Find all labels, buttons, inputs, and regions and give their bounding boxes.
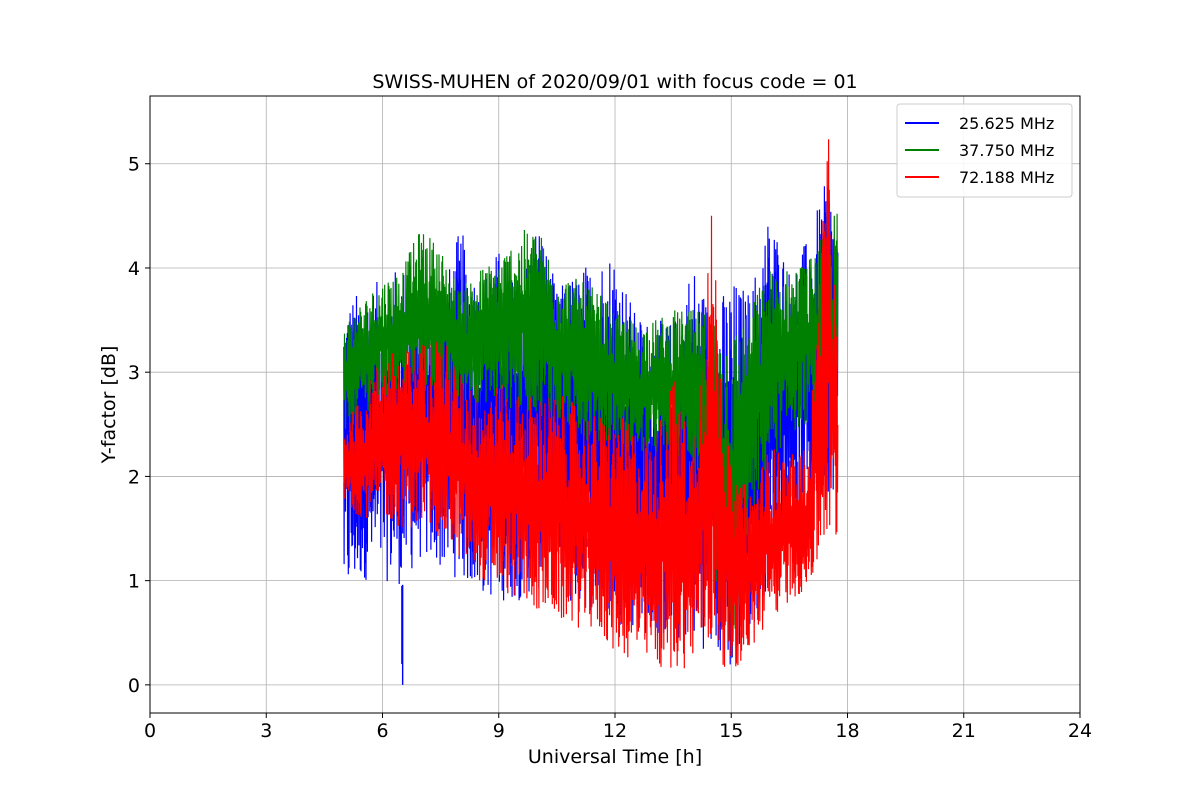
x-tick-label: 24 <box>1068 720 1092 742</box>
y-tick-label: 5 <box>128 154 140 176</box>
legend: 25.625 MHz 37.750 MHz 72.188 MHz <box>896 103 1073 198</box>
series-line <box>343 139 839 669</box>
x-axis-label: Universal Time [h] <box>528 746 702 768</box>
series-72-188-mhz <box>343 139 839 669</box>
y-tick-label: 2 <box>128 466 140 488</box>
data-traces <box>343 139 839 685</box>
legend-label: 37.750 MHz <box>959 141 1054 160</box>
y-tick-label: 3 <box>128 362 140 384</box>
chart-title: SWISS-MUHEN of 2020/09/01 with focus cod… <box>372 71 857 93</box>
legend-label: 25.625 MHz <box>959 114 1054 133</box>
x-tick-label: 9 <box>493 720 505 742</box>
x-tick-label: 12 <box>603 720 627 742</box>
legend-box <box>896 103 1073 198</box>
x-tick-label: 0 <box>144 720 156 742</box>
y-axis-label: Y-factor [dB] <box>98 346 120 465</box>
y-tick-label: 1 <box>128 571 140 593</box>
y-tick-label: 0 <box>128 675 140 697</box>
legend-label: 72.188 MHz <box>959 168 1054 187</box>
x-tick-label: 21 <box>952 720 976 742</box>
x-tick-label: 6 <box>376 720 388 742</box>
series-37-750-mhz <box>343 213 839 658</box>
x-tick-label: 18 <box>835 720 859 742</box>
series-line <box>343 213 839 658</box>
y-tick-label: 4 <box>128 258 140 280</box>
x-tick-label: 3 <box>260 720 272 742</box>
x-tick-label: 15 <box>719 720 743 742</box>
